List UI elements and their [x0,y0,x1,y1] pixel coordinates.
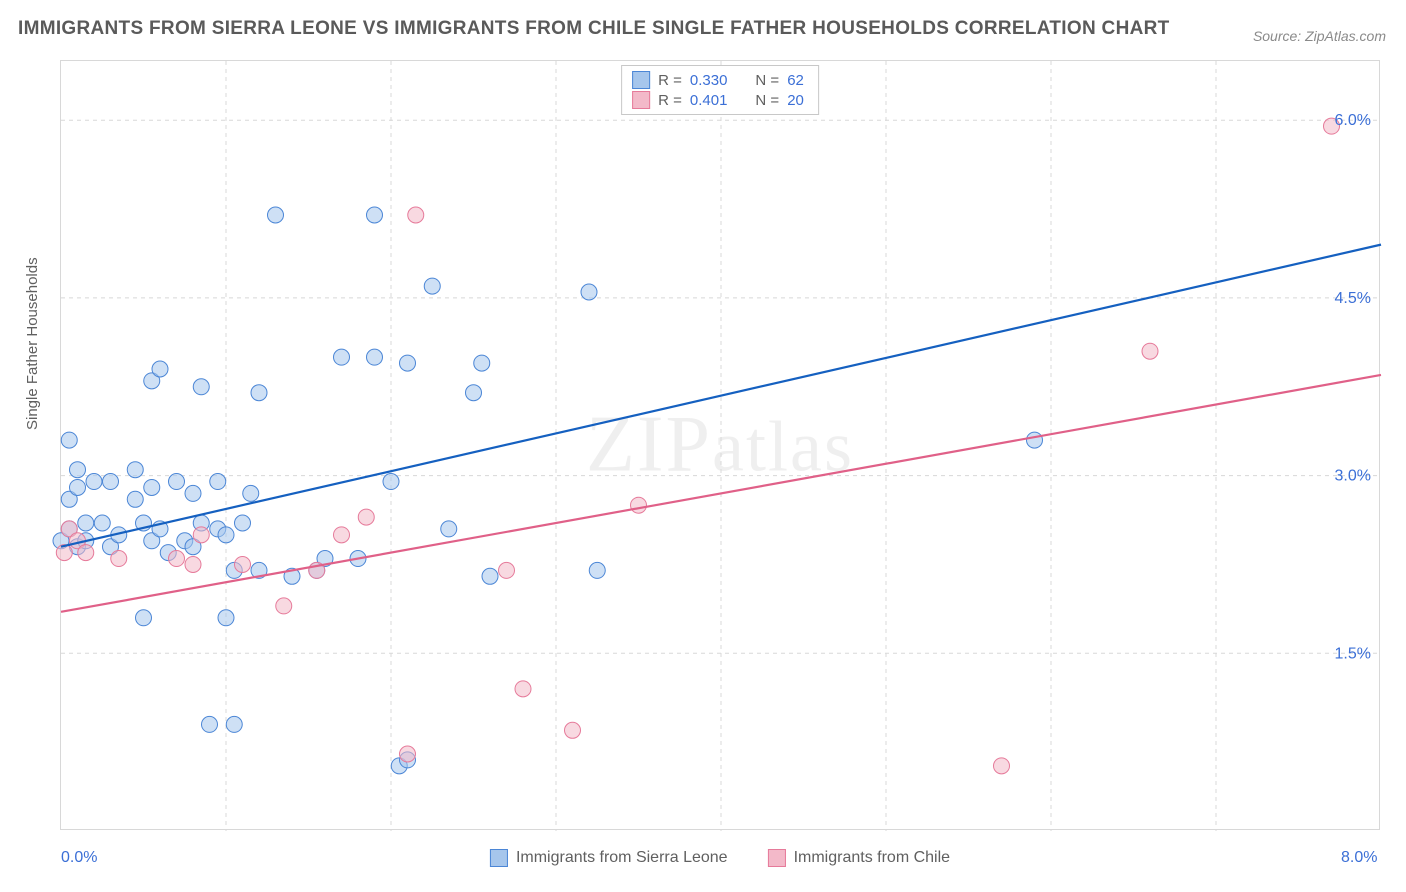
legend-correlation-box: R = 0.330 N = 62 R = 0.401 N = 20 [621,65,819,115]
legend-r-label: R = [658,92,682,109]
legend-swatch [768,849,786,867]
scatter-plot-svg: 1.5% 3.0% 4.5% 6.0% [61,61,1379,829]
legend-n-value: 20 [787,92,804,109]
y-axis-label: Single Father Households [24,257,41,430]
svg-text:6.0%: 6.0% [1335,112,1371,129]
svg-text:3.0%: 3.0% [1335,468,1371,485]
legend-series-item: Immigrants from Chile [768,849,950,867]
legend-r-label: R = [658,72,682,89]
legend-r-value: 0.330 [690,72,728,89]
legend-correlation-row: R = 0.330 N = 62 [632,70,804,90]
legend-swatch [632,91,650,109]
legend-correlation-row: R = 0.401 N = 20 [632,90,804,110]
chart-plot-area: ZIPatlas R = 0.330 N = 62 R = 0.401 N = … [60,60,1380,830]
chart-title: IMMIGRANTS FROM SIERRA LEONE VS IMMIGRAN… [18,18,1170,40]
x-tick-label: 0.0% [61,849,97,867]
legend-r-value: 0.401 [690,92,728,109]
legend-n-label: N = [755,92,779,109]
legend-series: Immigrants from Sierra Leone Immigrants … [490,849,950,867]
source-label: Source: ZipAtlas.com [1253,28,1386,44]
legend-n-label: N = [755,72,779,89]
legend-series-label: Immigrants from Sierra Leone [516,849,728,867]
legend-swatch [632,71,650,89]
x-tick-label: 8.0% [1341,849,1377,867]
legend-n-value: 62 [787,72,804,89]
legend-series-label: Immigrants from Chile [794,849,950,867]
legend-series-item: Immigrants from Sierra Leone [490,849,728,867]
svg-text:1.5%: 1.5% [1335,645,1371,662]
legend-swatch [490,849,508,867]
svg-text:4.5%: 4.5% [1335,290,1371,307]
